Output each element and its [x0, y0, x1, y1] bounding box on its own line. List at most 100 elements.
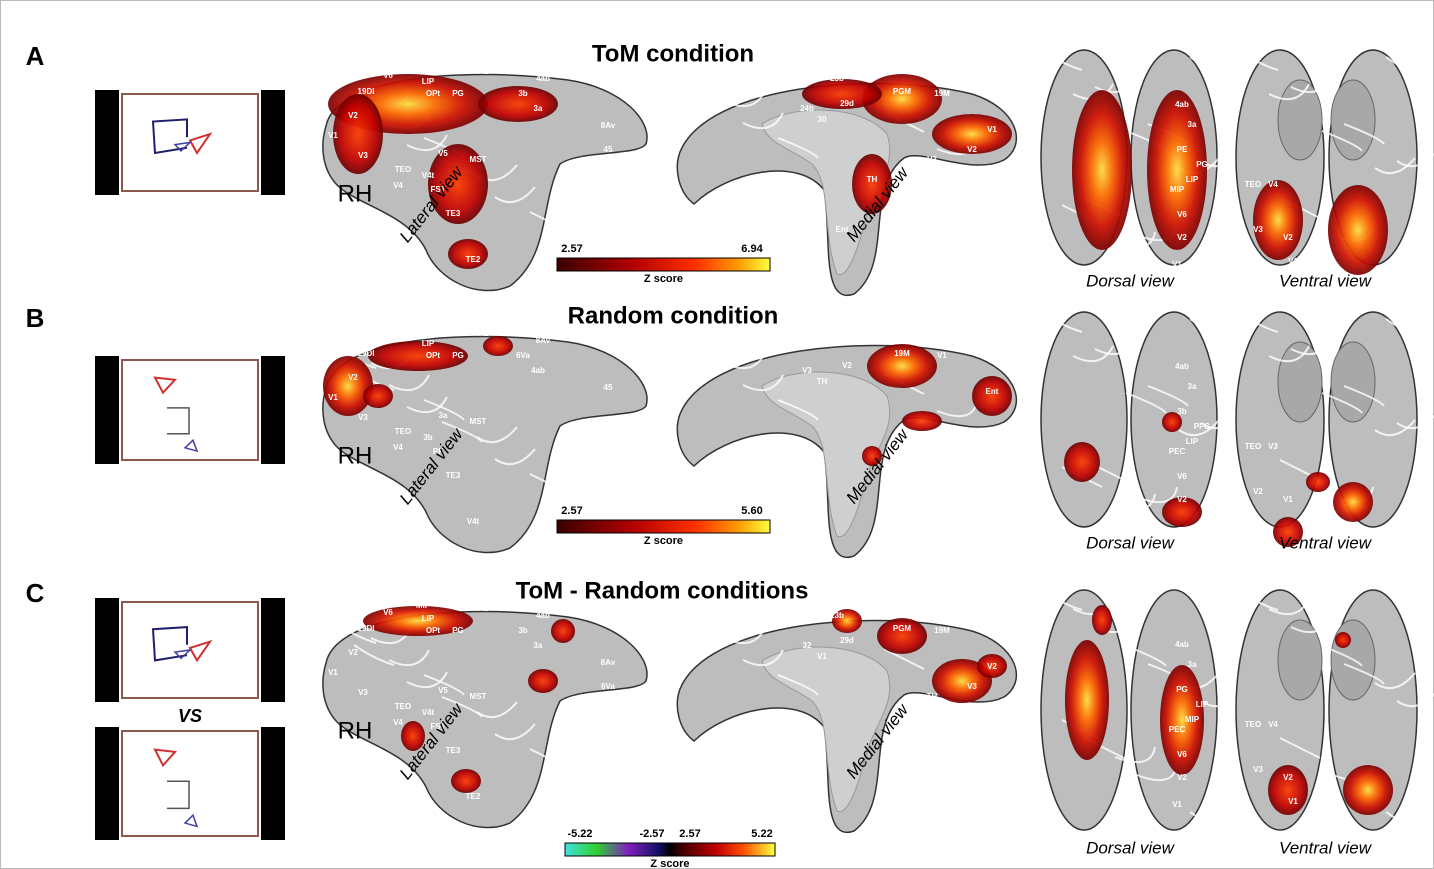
- region-label: 8Av: [601, 658, 616, 667]
- colorbar-tick: 2.57: [561, 505, 582, 517]
- region-label: V1: [1172, 260, 1182, 269]
- region-label: 6Va: [516, 351, 530, 360]
- region-label: PG: [452, 351, 464, 360]
- region-label: V2: [987, 662, 997, 671]
- activation: [1328, 185, 1388, 275]
- region-label: TE3: [446, 746, 461, 755]
- region-label: 3a: [1188, 660, 1197, 669]
- region-label: TE2: [466, 792, 481, 801]
- stimulus: [95, 90, 285, 195]
- region-label: V1: [328, 668, 338, 677]
- bar: [261, 356, 285, 464]
- activation: [1072, 90, 1132, 250]
- region-label: MIP: [1170, 185, 1185, 194]
- colorbar-tick: 2.57: [561, 243, 582, 255]
- view-label: Ventral view: [1279, 533, 1373, 552]
- region-label: TH: [817, 377, 828, 386]
- region-label: PGM: [893, 87, 912, 96]
- region-label: 4ab: [536, 611, 550, 620]
- region-label: V2: [1253, 487, 1263, 496]
- region-label: V3: [967, 682, 977, 691]
- region-label: TE2: [466, 255, 481, 264]
- region-label: 19M: [934, 89, 950, 98]
- region-label: TH: [927, 692, 938, 701]
- region-label: TEO: [395, 702, 411, 711]
- region-label: V3: [1268, 442, 1278, 451]
- panel-title: ToM - Random conditions: [516, 577, 809, 604]
- region-label: 19Dl: [358, 624, 375, 633]
- region-label: LIP: [422, 614, 435, 623]
- region-label: V1: [1288, 797, 1298, 806]
- region-label: V1: [987, 125, 997, 134]
- region-label: V6: [1177, 210, 1187, 219]
- region-label: PE: [478, 604, 489, 613]
- activation: [1065, 640, 1109, 760]
- region-label: LIP: [1186, 175, 1199, 184]
- hemisphere-label: RH: [338, 717, 373, 744]
- region-label: V3: [802, 366, 812, 375]
- region-label: PFG: [1194, 422, 1210, 431]
- region-label: V3: [358, 688, 368, 697]
- region-label: V1: [817, 652, 827, 661]
- stimulus: [95, 598, 285, 702]
- region-label: PGM: [828, 336, 847, 345]
- region-label: V6: [383, 608, 393, 617]
- region-label: Ent: [986, 387, 999, 396]
- activation: [1147, 90, 1207, 250]
- region-label: TE3: [446, 471, 461, 480]
- region-label: 30: [818, 115, 827, 124]
- region-label: 8Av: [601, 121, 616, 130]
- colorbar-tick: 6.94: [741, 243, 763, 255]
- figure: AToM conditionV6MIPLIPOPtPGPE19DlV2V1V3V…: [0, 0, 1434, 869]
- region-label: V1: [328, 393, 338, 402]
- region-label: V6: [1177, 472, 1187, 481]
- activation: [1064, 442, 1100, 482]
- region-label: 19M: [934, 626, 950, 635]
- view-label: Dorsal view: [1086, 838, 1176, 857]
- hemisphere-label: RH: [338, 180, 373, 207]
- region-label: V2: [1283, 773, 1293, 782]
- region-label: PGM: [893, 624, 912, 633]
- region-label: V6: [1177, 750, 1187, 759]
- region-label: 4ab: [536, 74, 550, 83]
- colorbar: [557, 520, 770, 533]
- region-label: 3a: [439, 411, 448, 420]
- region-label: V2: [348, 373, 358, 382]
- region-label: V3: [927, 155, 937, 164]
- region-label: PG: [452, 89, 464, 98]
- activation: [448, 239, 488, 269]
- colorbar-label: Z score: [650, 858, 689, 869]
- colorbar-tick: -2.57: [639, 828, 664, 840]
- view-label: Dorsal view: [1086, 271, 1176, 290]
- region-label: OPt: [426, 626, 441, 635]
- colorbar: [565, 843, 775, 856]
- region-label: V1: [937, 351, 947, 360]
- region-label: 32: [803, 641, 812, 650]
- view-label: Ventral view: [1279, 838, 1373, 857]
- panel-title: Random condition: [568, 302, 779, 329]
- region-label: V4t: [467, 517, 480, 526]
- region-label: V3: [358, 413, 368, 422]
- activation: [363, 384, 393, 408]
- region-label: 3b: [1177, 407, 1186, 416]
- activation: [483, 336, 513, 356]
- panel-letter: A: [26, 41, 45, 71]
- region-label: 3a: [1188, 120, 1197, 129]
- activation: [902, 411, 942, 431]
- region-label: LIP: [1186, 437, 1199, 446]
- region-label: 23b: [830, 74, 844, 83]
- activation: [451, 769, 481, 793]
- region-label: 3b: [423, 433, 432, 442]
- region-label: V4: [1268, 180, 1278, 189]
- temporal-pole: [1331, 342, 1375, 422]
- view-label: Ventral view: [1279, 271, 1373, 290]
- region-label: MIP: [416, 601, 431, 610]
- region-label: TEO: [1245, 720, 1261, 729]
- bar: [261, 90, 285, 195]
- bar: [261, 598, 285, 702]
- region-label: 24b: [800, 104, 814, 113]
- region-label: V2: [967, 145, 977, 154]
- region-label: V5: [438, 149, 448, 158]
- region-label: V1: [1172, 800, 1182, 809]
- hemisphere: [1041, 312, 1127, 527]
